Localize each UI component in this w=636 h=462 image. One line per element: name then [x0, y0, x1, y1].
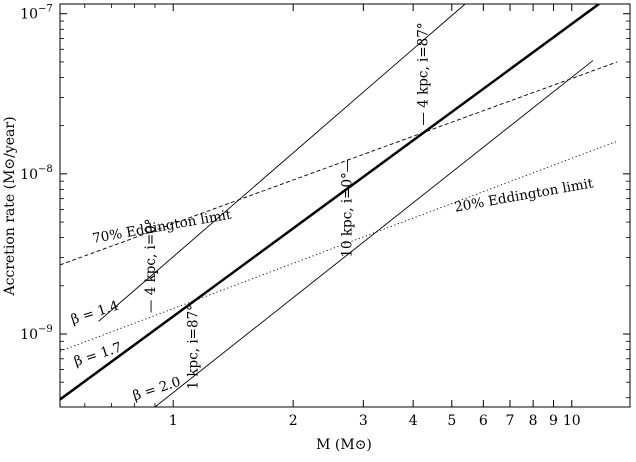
y-tick-label: 10: [20, 7, 38, 23]
x-tick-label: 3: [359, 413, 368, 429]
annotation-label-3: — 4 kpc, i=87°: [416, 22, 432, 125]
series-line-1: [60, 4, 600, 401]
annotation-label-4: 10 kpc, i=0°—: [339, 159, 355, 258]
y-tick-exponent: −8: [38, 164, 53, 175]
x-tick-label: 10: [563, 413, 581, 429]
plot-frame: [59, 3, 631, 408]
series-line-2: [154, 60, 594, 407]
y-tick-exponent: −7: [38, 4, 53, 15]
annotation-label-7: β = 1.4: [69, 298, 121, 328]
annotation-label-6: 1 kpc, i=87°: [185, 304, 201, 389]
series-line-3: [98, 4, 466, 322]
x-tick-label: 6: [479, 413, 488, 429]
y-axis-label: Accretion rate (M⊙/year): [2, 116, 18, 296]
annotation-label-8: β = 1.7: [72, 339, 124, 369]
x-tick-label: 8: [529, 413, 538, 429]
x-tick-label: 7: [506, 413, 515, 429]
annotation-label-5: — 4 kpc, i=0°: [143, 218, 159, 313]
x-tick-label: 9: [549, 413, 558, 429]
series-line-4: [60, 61, 618, 266]
x-axis-label: M (M⊙): [316, 437, 372, 453]
x-tick-label: 1: [169, 413, 178, 429]
annotation-label-1: 70% Eddington limit: [91, 207, 233, 247]
series-line-5: [60, 140, 618, 352]
annotation-label-2: 20% Eddington limit: [453, 175, 595, 215]
y-tick-label: 10: [20, 327, 38, 343]
x-tick-label: 2: [289, 413, 298, 429]
x-tick-label: 4: [409, 413, 418, 429]
y-tick-label: 10: [20, 167, 38, 183]
x-tick-label: 5: [447, 413, 456, 429]
y-tick-exponent: −9: [38, 324, 53, 335]
annotation-label-9: β = 2.0: [131, 374, 183, 404]
